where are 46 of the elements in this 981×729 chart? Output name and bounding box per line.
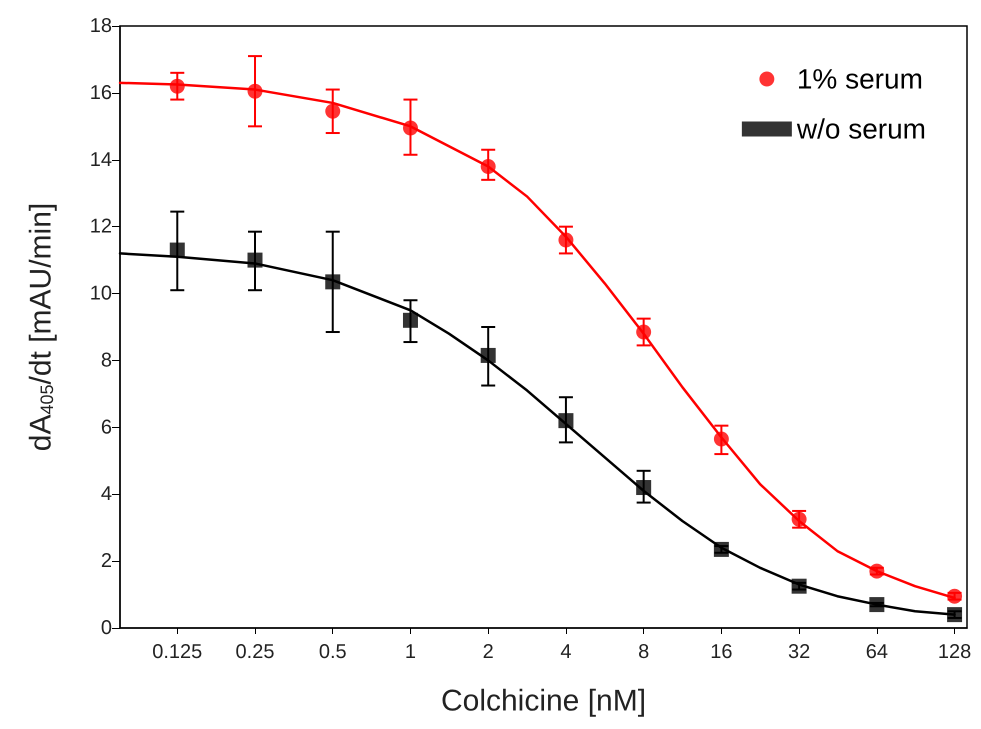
y-axis-title: dA405/dt [mAU/min] — [24, 202, 58, 452]
legend-label: 1% serum — [796, 64, 923, 94]
y-tick-label: 6 — [100, 416, 112, 438]
point — [558, 413, 574, 428]
x-tick-label: 32 — [788, 641, 810, 663]
point — [947, 588, 962, 604]
y-tick-label: 18 — [90, 15, 112, 37]
point — [792, 578, 807, 594]
y-tick-label: 4 — [100, 483, 112, 506]
point — [714, 542, 729, 557]
point — [480, 348, 496, 363]
point — [636, 480, 652, 496]
point — [248, 84, 263, 99]
point — [325, 104, 340, 119]
point — [947, 607, 962, 622]
x-tick-label: 0.25 — [236, 641, 274, 663]
x-tick-label: 16 — [710, 641, 733, 663]
y-tick-label: 0 — [100, 617, 112, 639]
point — [402, 312, 418, 328]
x-tick-label: 0.125 — [152, 641, 202, 663]
point — [248, 252, 263, 268]
legend-label: w/o serum — [796, 114, 926, 144]
x-tick-label: 64 — [866, 641, 888, 663]
point — [170, 78, 185, 94]
point — [558, 232, 574, 248]
x-tick-label: 4 — [560, 641, 572, 663]
point — [869, 597, 884, 612]
x-tick-label: 2 — [482, 641, 494, 663]
y-tick-label: 12 — [90, 216, 112, 238]
point — [170, 242, 185, 258]
y-tick-label: 8 — [100, 349, 112, 372]
y-tick-label: 2 — [100, 550, 112, 572]
x-tick-label: 8 — [638, 641, 650, 663]
point — [636, 324, 652, 340]
point — [480, 158, 496, 174]
point — [325, 274, 340, 290]
x-tick-label: 1 — [404, 641, 416, 663]
point — [402, 120, 418, 136]
x-tick-label: 128 — [938, 641, 972, 663]
y-tick-label: 10 — [90, 282, 112, 305]
point — [869, 564, 884, 579]
y-tick-label: 14 — [90, 148, 112, 171]
x-axis-title: Colchicine [nM] — [440, 684, 646, 718]
y-tick-label: 16 — [90, 82, 112, 104]
point — [714, 432, 729, 447]
x-tick-label: 0.5 — [318, 641, 347, 663]
